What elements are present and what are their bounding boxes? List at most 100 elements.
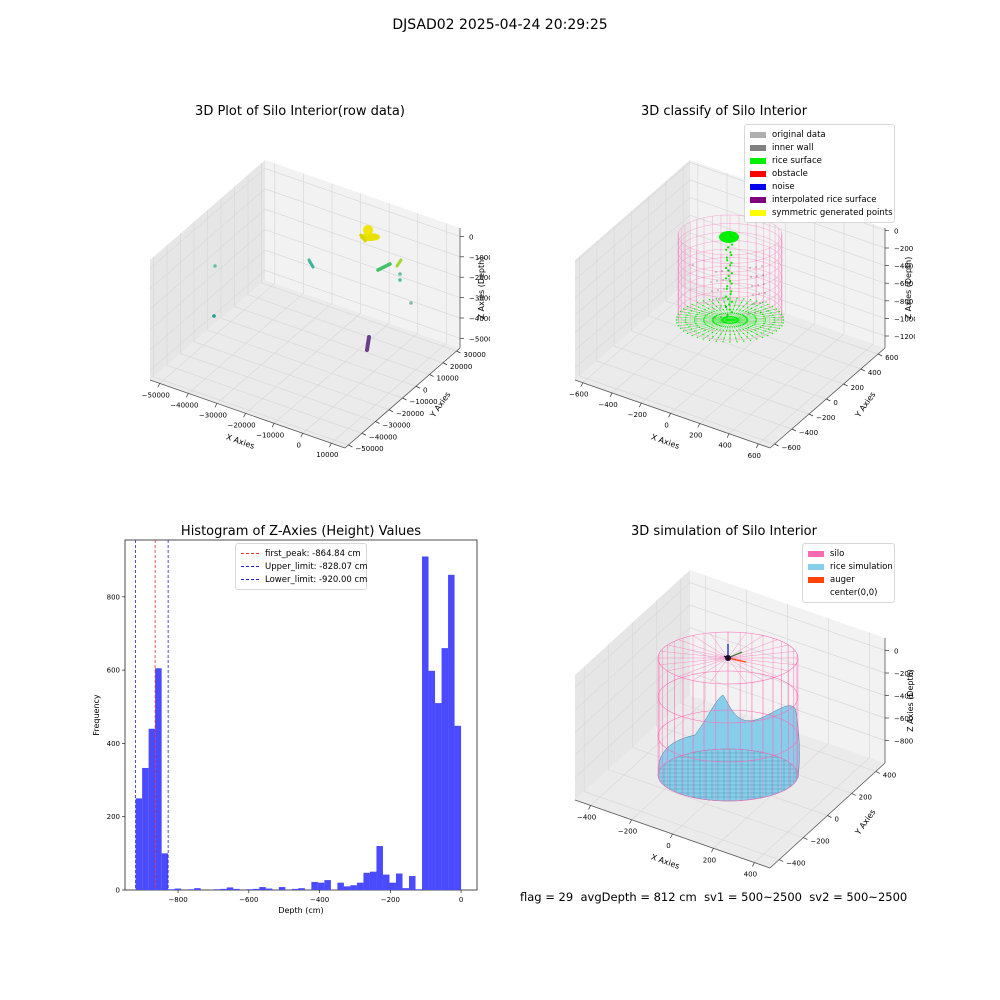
noise-point [748,313,750,315]
plot4-x-tick-label: 200 [703,856,716,864]
plot2-x-tick-label: 600 [748,452,761,460]
plot2-grid-x [611,172,728,394]
plot4-x-tick-label: 0 [666,842,670,850]
plot1-x-tick [243,413,246,418]
legend-label: interpolated rice surface [772,194,877,205]
histogram-bar [194,888,201,890]
histogram-bar [252,888,260,890]
rice-surface-point [728,303,731,306]
legend-swatch [750,144,766,151]
plot2-x-tick [697,423,701,428]
rice-surface-point [722,341,724,343]
noise-point [714,317,716,319]
legend-swatch [808,563,824,570]
histogram-bar [415,889,423,890]
plot2-x-tick-label: −400 [598,401,617,409]
histogram-bar [135,798,143,890]
plot1-grid-z [149,188,461,290]
histogram-bar [155,668,162,890]
plot4-z-tick-label: −600 [894,715,913,723]
plot1-x-tick [186,393,189,398]
plot1-x-axis-line [149,379,346,449]
rice-surface-point [771,332,774,335]
plot2-z-tick-label: −1200 [894,333,915,341]
plot4-x-tick-label: −200 [618,828,637,836]
rice-surface-point [682,330,685,332]
silo-roof-line [709,632,729,659]
rice-surface-point [775,330,778,332]
noise-point [762,274,764,276]
noise-point [722,279,724,281]
rice-surface-ray [729,319,784,324]
silo-roof-line [660,657,729,665]
noise-point [727,269,729,271]
legend-label: auger [830,574,855,585]
figure-title: DJSAD02 2025-04-24 20:29:25 [392,17,608,33]
histogram-bar [213,889,221,890]
rice-surface-point [781,313,783,316]
plot4-title: 3D simulation of Silo Interior [631,524,817,539]
plot4-simulation [657,631,800,802]
plot2-grid-y [630,211,827,400]
silo-roof-line [727,635,764,659]
plot1-grid-x [245,193,361,414]
plot2-y-tick-label: 400 [868,369,881,377]
raw-point [398,272,402,276]
histogram-bar [356,882,364,890]
rice-surface-point [727,298,730,301]
plot2-x-tick [580,382,584,387]
plot4-z-axis-label: Z Axies (Depth) [906,669,915,732]
noise-point [720,316,722,318]
rice-surface-point [736,297,738,299]
rice-surface-point [730,261,733,264]
noise-point [766,310,768,312]
histogram-bar [259,887,266,890]
plot1-y-tick-label: 30000 [464,351,486,359]
rice-surface-point [726,259,729,262]
plot4-z-tick-label: −800 [894,738,913,746]
noise-point [754,312,756,314]
histogram-bar [350,885,357,890]
plot1-y-tick-label: 20000 [450,363,472,371]
rice-surface-ray [692,304,731,321]
rice-surface-point [727,274,730,277]
plot2-z-tick-label: −200 [894,245,913,253]
plot1-y-tick [415,385,421,389]
rice-surface-ray [729,319,768,336]
plot2-y-tick [826,398,831,402]
legend-item: silo [808,547,889,560]
raw-cluster [376,262,392,272]
plot1-y-tick-label: −10000 [410,398,438,406]
plot1-y-tick-label: −30000 [382,422,410,430]
rice-surface-ray [729,311,780,321]
y-axis-label: Frequency [92,694,101,736]
rice-surface-point [782,322,784,324]
raw-point [409,301,413,305]
legend-swatch [750,196,766,203]
plot2-y-axis-label: Y Axies [853,390,878,420]
legend-item: original data [750,128,889,141]
plot2-x-tick [638,402,642,408]
legend-line-swatch [241,553,259,554]
noise-point [763,283,765,285]
rice-surface-ray [680,311,731,321]
plot1-y-tick-label: 0 [423,386,427,394]
noise-point [755,266,757,268]
plot1-grid-y [193,221,390,411]
plot1-y-tick [348,444,353,448]
rice-surface-points [675,231,785,343]
avg-depth-text: avgDepth = 812 cm [580,890,697,904]
rice-surface-ray [722,319,731,342]
rice-surface-ray [729,319,773,334]
rice-surface-ray [729,298,738,321]
plot2-z-axis-label: Z Axies (Depth) [904,257,913,320]
rice-surface-point [729,251,732,254]
plot4-grid-y [607,644,804,838]
plot2-grid-z [574,179,886,281]
histogram-bar [148,728,156,890]
legend-item: rice surface [750,154,889,167]
chart-title: Histogram of Z-Axies (Height) Values [180,524,422,539]
plot4-y-tick-label: 200 [859,793,872,801]
rice-surface-ray [709,319,731,341]
plot1-z-tick-label: −40000 [469,315,490,323]
